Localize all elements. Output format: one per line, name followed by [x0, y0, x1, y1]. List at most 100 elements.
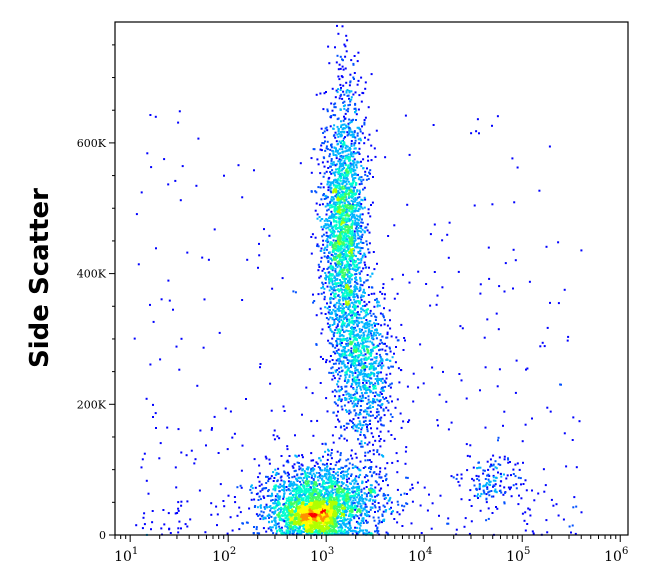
event-point — [333, 401, 336, 404]
event-point — [341, 494, 344, 497]
event-point — [327, 494, 329, 497]
event-point — [347, 526, 349, 529]
event-point — [297, 519, 300, 521]
event-point — [324, 272, 327, 274]
event-point — [326, 503, 329, 506]
event-point — [374, 495, 377, 498]
event-point — [335, 503, 338, 506]
event-point — [338, 530, 341, 533]
event-point — [358, 235, 361, 238]
event-point — [385, 479, 387, 482]
event-point — [341, 315, 344, 318]
event-point — [352, 133, 355, 136]
event-point — [333, 532, 336, 535]
event-point — [325, 501, 328, 504]
event-point — [350, 275, 353, 278]
event-point — [339, 237, 342, 240]
event-point — [330, 242, 333, 245]
event-point — [340, 484, 343, 487]
event-point — [327, 490, 330, 493]
event-point — [374, 524, 377, 527]
event-point — [326, 108, 329, 111]
event-point — [336, 482, 339, 484]
event-point — [349, 100, 352, 103]
event-point — [336, 503, 339, 506]
event-point — [352, 151, 355, 154]
event-point — [301, 489, 304, 492]
event-point — [284, 525, 287, 528]
event-point — [347, 229, 350, 232]
event-point — [336, 260, 339, 263]
event-point — [353, 144, 356, 147]
event-point — [349, 496, 352, 499]
event-point — [321, 518, 324, 521]
event-point — [311, 523, 314, 526]
event-point — [282, 503, 285, 506]
event-point — [349, 298, 352, 301]
event-point — [360, 512, 363, 515]
event-point — [344, 271, 347, 274]
event-point — [337, 264, 340, 267]
event-point — [369, 508, 372, 511]
event-point — [325, 213, 328, 216]
event-point — [335, 497, 338, 500]
event-point — [349, 214, 352, 216]
event-point — [348, 186, 351, 189]
event-point — [322, 455, 324, 458]
event-point — [328, 219, 331, 222]
event-point — [318, 203, 321, 206]
event-point — [335, 196, 338, 199]
event-point — [327, 339, 330, 342]
event-point — [354, 284, 357, 287]
event-point — [333, 209, 336, 212]
event-point — [335, 390, 338, 393]
event-point — [332, 441, 335, 444]
event-point — [333, 295, 336, 298]
event-point — [359, 354, 362, 357]
event-point — [307, 506, 310, 509]
event-point — [339, 519, 341, 522]
event-point — [331, 503, 334, 506]
event-point — [344, 55, 347, 58]
event-point — [292, 505, 295, 508]
event-point — [325, 231, 328, 234]
event-point — [358, 500, 361, 503]
event-point — [322, 515, 325, 517]
event-point — [352, 164, 355, 167]
event-point — [324, 282, 327, 284]
event-point — [283, 531, 286, 534]
event-point — [344, 498, 347, 501]
event-point — [291, 505, 294, 508]
event-point — [355, 264, 358, 267]
event-point — [355, 214, 358, 217]
event-point — [258, 484, 261, 487]
event-point — [343, 43, 346, 46]
event-point — [305, 497, 308, 499]
event-point — [288, 492, 291, 495]
event-point — [290, 484, 293, 486]
event-point — [295, 491, 298, 494]
event-point — [314, 523, 317, 526]
event-point — [312, 479, 315, 482]
event-point — [347, 110, 349, 113]
event-point — [318, 496, 320, 499]
event-point — [335, 505, 338, 508]
event-point — [358, 189, 361, 192]
event-point — [343, 131, 346, 134]
event-point — [293, 510, 296, 513]
event-point — [355, 266, 358, 269]
event-point — [343, 474, 346, 477]
event-point — [340, 492, 343, 495]
event-point — [350, 508, 353, 511]
event-point — [306, 525, 309, 527]
event-point — [341, 271, 344, 274]
event-point — [300, 473, 303, 476]
event-point — [336, 180, 338, 183]
event-point — [342, 473, 345, 476]
event-point — [361, 233, 364, 236]
event-point — [331, 488, 334, 491]
event-point — [313, 464, 316, 467]
event-point — [356, 526, 358, 529]
event-point — [349, 250, 352, 253]
event-point — [304, 509, 307, 512]
